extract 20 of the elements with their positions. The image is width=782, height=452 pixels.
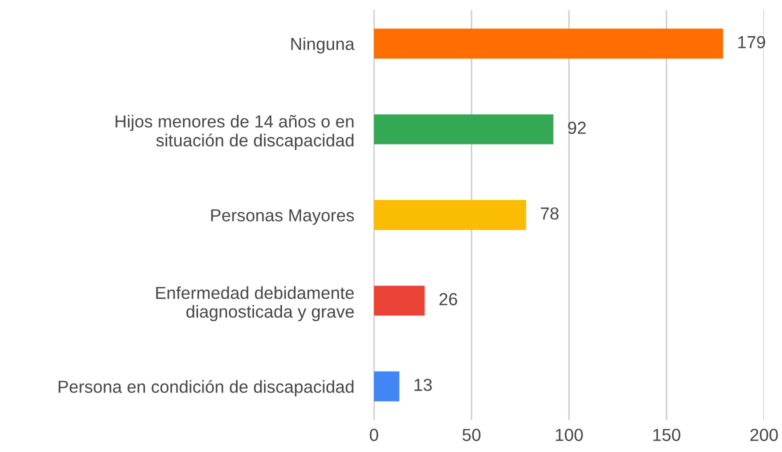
x-tick-label: 50 xyxy=(462,428,480,442)
y-tick-label: Enfermedad debidamente diagnosticada y grave xyxy=(156,286,354,322)
bar xyxy=(374,28,724,59)
x-tick-label: 150 xyxy=(653,428,680,442)
data-label: 13 xyxy=(414,378,432,392)
data-label: 179 xyxy=(738,36,766,48)
y-tick-label: Personas Mayores xyxy=(211,209,354,225)
bar xyxy=(374,200,526,230)
bar xyxy=(374,114,554,144)
y-tick-label: Ninguna xyxy=(291,37,355,54)
bar xyxy=(374,371,400,402)
y-tick-label: Persona en condición de discapacidad xyxy=(58,380,354,396)
x-tick-label: 100 xyxy=(556,428,583,442)
data-label: 78 xyxy=(540,207,559,220)
bar xyxy=(374,286,425,316)
x-tick-label: 0 xyxy=(370,428,378,442)
data-label: 26 xyxy=(439,293,458,306)
data-label: 92 xyxy=(568,122,586,134)
x-tick-label: 200 xyxy=(750,428,778,442)
y-tick-label: Hijos menores de 14 años o en situación de discapacidad xyxy=(116,114,354,150)
